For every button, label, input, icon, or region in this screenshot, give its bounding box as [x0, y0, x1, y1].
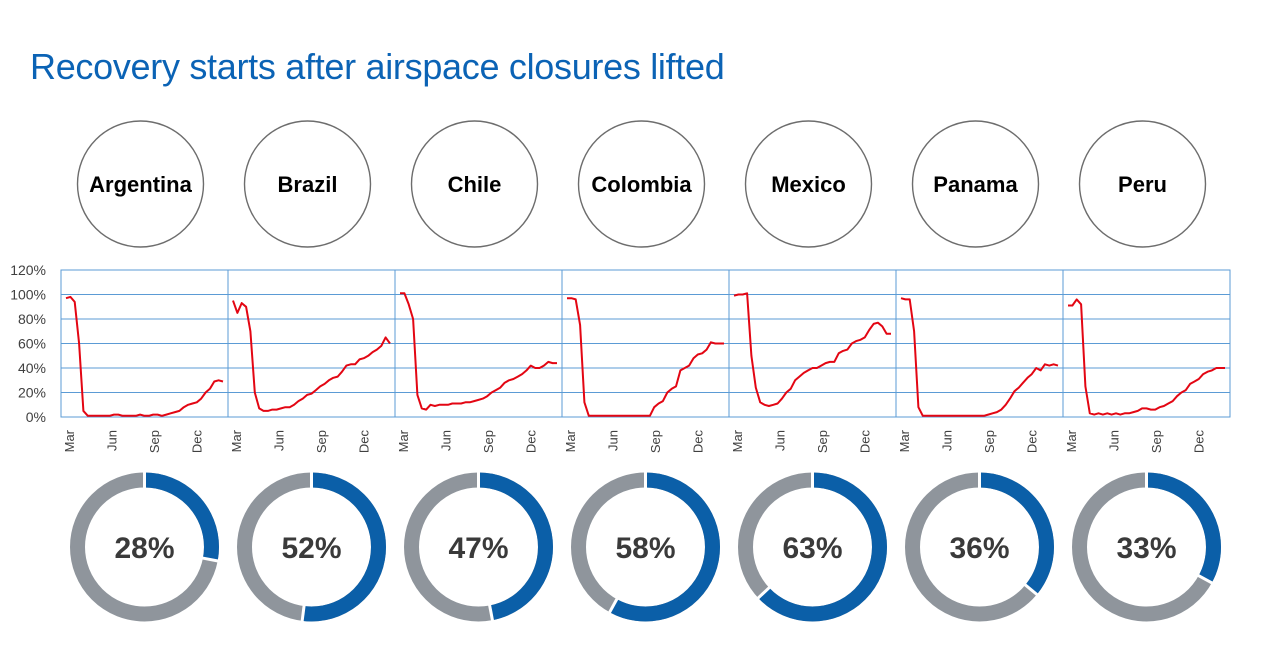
- y-tick-label: 40%: [18, 360, 46, 376]
- x-tick-label: Sep: [1149, 430, 1164, 453]
- x-tick-label: Mar: [563, 429, 578, 452]
- donut-label: 63%: [782, 532, 842, 565]
- series-line-peru: [1068, 298, 1225, 416]
- x-tick-label: Dec: [1025, 430, 1040, 454]
- globe-outline: [577, 120, 706, 248]
- globe-chile: [410, 120, 539, 248]
- donut-separator: [1197, 573, 1214, 585]
- globe-mexico: [744, 120, 873, 248]
- x-tick-label: Sep: [648, 430, 663, 453]
- page-title: Recovery starts after airspace closures …: [30, 46, 725, 87]
- donut-separator: [1023, 583, 1039, 597]
- country-label: Colombia: [591, 172, 692, 197]
- donut-label: 58%: [615, 532, 675, 565]
- x-tick-label: Jun: [272, 430, 287, 451]
- globe-outline: [243, 120, 372, 248]
- x-tick-label: Mar: [730, 429, 745, 452]
- x-tick-label: Mar: [897, 429, 912, 452]
- globe-brazil: [243, 120, 372, 248]
- x-tick-label: Sep: [815, 430, 830, 453]
- x-tick-label: Sep: [147, 430, 162, 453]
- series-line-panama: [900, 297, 1059, 417]
- x-tick-label: Sep: [982, 430, 997, 453]
- donut-separator: [607, 597, 619, 614]
- globe-ocean: [1079, 121, 1206, 247]
- globe-outline: [744, 120, 873, 248]
- globe-ocean: [244, 121, 371, 247]
- x-tick-label: Mar: [229, 429, 244, 452]
- country-label: Chile: [448, 172, 502, 197]
- country-label: Peru: [1118, 172, 1167, 197]
- donut-panama: 36%: [905, 471, 1054, 622]
- x-tick-label: Dec: [524, 430, 539, 454]
- donut-chile: 47%: [404, 471, 553, 622]
- globe-outline: [911, 120, 1040, 248]
- globe-panama: [911, 120, 1040, 248]
- y-tick-label: 0%: [26, 409, 46, 425]
- globe-ocean: [578, 121, 705, 247]
- series-line-argentina: [65, 295, 224, 417]
- y-tick-label: 20%: [18, 385, 46, 401]
- donut-separator: [201, 556, 219, 563]
- globe-argentina: [76, 120, 205, 248]
- globe-outline: [1078, 120, 1207, 248]
- x-tick-label: Dec: [357, 430, 372, 454]
- x-tick-label: Dec: [858, 430, 873, 454]
- series-line-colombia: [567, 297, 724, 417]
- x-tick-label: Mar: [396, 429, 411, 452]
- x-tick-label: Jun: [439, 430, 454, 451]
- x-tick-label: Jun: [940, 430, 955, 451]
- donut-label: 36%: [949, 532, 1009, 565]
- series-line-brazil: [232, 300, 391, 412]
- x-tick-label: Jun: [1107, 430, 1122, 451]
- x-tick-label: Mar: [1064, 429, 1079, 452]
- donut-colombia: 58%: [571, 471, 720, 622]
- globe-ocean: [912, 121, 1039, 247]
- donut-separator: [756, 585, 771, 600]
- x-tick-label: Jun: [606, 430, 621, 451]
- country-label: Panama: [933, 172, 1018, 197]
- globe-colombia: [577, 120, 706, 248]
- x-tick-label: Sep: [481, 430, 496, 453]
- globe-ocean: [411, 121, 538, 247]
- x-tick-label: Dec: [1192, 430, 1207, 454]
- country-label: Brazil: [278, 172, 338, 197]
- globe-outline: [76, 120, 205, 248]
- country-label: Argentina: [89, 172, 192, 197]
- x-tick-label: Jun: [105, 430, 120, 451]
- series-line-mexico: [733, 292, 891, 407]
- donut-label: 28%: [114, 532, 174, 565]
- x-tick-label: Dec: [190, 430, 205, 454]
- donut-separator: [487, 604, 495, 622]
- plot-frame: [60, 269, 1231, 418]
- gridlines: [61, 269, 1230, 418]
- series-line-chile: [400, 292, 557, 411]
- y-tick-label: 80%: [18, 311, 46, 327]
- donut-mexico: 63%: [738, 471, 887, 622]
- y-tick-label: 100%: [10, 287, 46, 303]
- y-tick-label: 120%: [10, 262, 46, 278]
- x-tick-label: Jun: [773, 430, 788, 451]
- globe-ocean: [745, 121, 872, 247]
- donut-label: 52%: [281, 532, 341, 565]
- donut-label: 33%: [1116, 532, 1176, 565]
- globe-peru: [1078, 120, 1207, 248]
- country-label: Mexico: [771, 172, 846, 197]
- globe-outline: [410, 120, 539, 248]
- donut-brazil: 52%: [237, 471, 386, 623]
- donut-separator: [300, 604, 306, 623]
- x-tick-label: Mar: [62, 429, 77, 452]
- donut-peru: 33%: [1072, 471, 1221, 622]
- donut-label: 47%: [448, 532, 508, 565]
- donut-argentina: 28%: [70, 471, 219, 622]
- globe-ocean: [77, 121, 204, 247]
- x-tick-label: Sep: [314, 430, 329, 453]
- x-tick-label: Dec: [691, 430, 706, 454]
- y-tick-label: 60%: [18, 336, 46, 352]
